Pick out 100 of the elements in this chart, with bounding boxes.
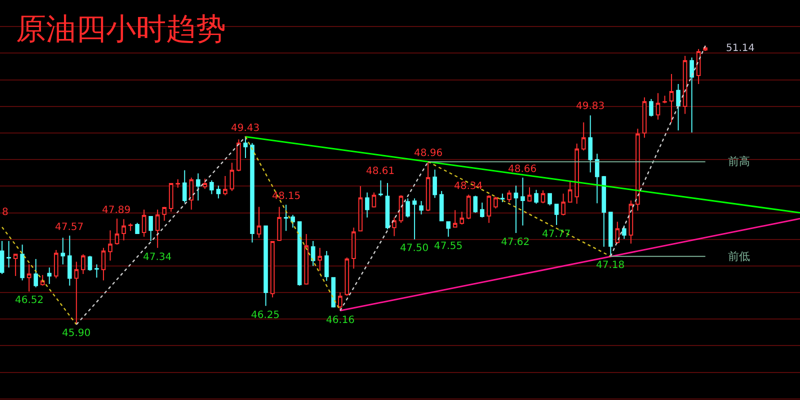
annotation: 47.34 bbox=[143, 252, 172, 263]
candlestick bbox=[358, 186, 363, 232]
candlestick bbox=[250, 142, 254, 244]
candlestick bbox=[439, 190, 444, 222]
candlestick bbox=[574, 143, 579, 204]
candlestick bbox=[494, 196, 498, 210]
candlestick bbox=[690, 56, 694, 133]
candlestick bbox=[94, 264, 99, 278]
candlestick bbox=[13, 254, 18, 277]
candlestick bbox=[114, 218, 120, 246]
candlestick bbox=[6, 240, 11, 268]
candlestick bbox=[101, 247, 106, 281]
candlestick bbox=[446, 220, 451, 238]
ref-line-label: 前低 bbox=[728, 250, 750, 263]
candlestick bbox=[223, 176, 228, 196]
candlestick bbox=[406, 198, 410, 218]
candlestick bbox=[304, 234, 308, 286]
candlestick bbox=[256, 206, 262, 238]
candlestick bbox=[372, 192, 376, 208]
candlestick bbox=[561, 193, 566, 216]
candlestick bbox=[338, 292, 342, 312]
candlestick bbox=[74, 261, 79, 325]
candlestick bbox=[622, 225, 626, 240]
candlestick bbox=[68, 235, 72, 286]
candlestick bbox=[182, 170, 187, 204]
candlestick bbox=[636, 128, 640, 212]
candlestick bbox=[628, 200, 634, 244]
candlestick bbox=[534, 189, 538, 204]
candlestick bbox=[480, 202, 484, 218]
candlestick bbox=[236, 138, 241, 172]
candlestick bbox=[243, 136, 248, 158]
candlestick bbox=[676, 84, 680, 131]
candlestick bbox=[656, 92, 660, 120]
chart-title: 原油四小时趋势 bbox=[16, 13, 226, 46]
candlestick bbox=[642, 96, 647, 138]
candlestick bbox=[108, 230, 112, 262]
candlestick bbox=[412, 198, 417, 240]
annotation: 45.90 bbox=[62, 328, 91, 339]
candlestick bbox=[365, 192, 370, 218]
candlestick bbox=[34, 258, 38, 288]
candlestick bbox=[324, 250, 329, 282]
annotation: 47.77 bbox=[542, 229, 571, 240]
candlestick bbox=[310, 240, 316, 266]
candlestick bbox=[128, 222, 133, 232]
candlestick bbox=[0, 240, 4, 274]
candlestick bbox=[419, 200, 424, 215]
candlestick bbox=[81, 254, 86, 274]
annotation: 46.16 bbox=[326, 315, 355, 326]
candlestick bbox=[608, 211, 613, 257]
candlestick bbox=[290, 214, 295, 228]
candlestick bbox=[216, 185, 221, 199]
candlestick bbox=[189, 177, 194, 210]
candlestick bbox=[277, 206, 282, 242]
candlestick bbox=[460, 211, 464, 225]
candlestick bbox=[344, 256, 350, 296]
annotation: 47.50 bbox=[400, 243, 429, 254]
candlestick bbox=[514, 185, 518, 234]
candlestick bbox=[452, 210, 458, 228]
candlestick bbox=[142, 209, 146, 238]
candlestick bbox=[682, 55, 688, 114]
candlestick bbox=[540, 190, 546, 204]
candlestick bbox=[331, 276, 336, 308]
candlestick bbox=[548, 192, 552, 206]
candlestick bbox=[649, 98, 654, 117]
candlestick bbox=[392, 217, 396, 237]
candlestick bbox=[696, 48, 701, 85]
annotation: 48.66 bbox=[508, 164, 537, 175]
candlestick bbox=[230, 162, 234, 192]
candlestick bbox=[588, 114, 593, 173]
candlestick bbox=[20, 244, 24, 281]
candlestick bbox=[602, 176, 606, 248]
annotation: 46.25 bbox=[251, 310, 280, 321]
candlestick bbox=[486, 194, 492, 224]
candlestick bbox=[385, 182, 390, 230]
candlestick bbox=[352, 227, 356, 270]
candlestick bbox=[196, 172, 200, 202]
candlestick bbox=[202, 178, 208, 190]
candlestick bbox=[210, 180, 214, 195]
annotation: 48.15 bbox=[272, 191, 301, 202]
annotation: 48.34 bbox=[454, 181, 483, 192]
annotation: 8 bbox=[2, 207, 8, 218]
candlestick bbox=[581, 122, 586, 152]
annotation: 49.43 bbox=[231, 123, 260, 134]
annotation: 47.62 bbox=[501, 237, 530, 248]
annotation: 47.55 bbox=[434, 241, 463, 252]
candlestick bbox=[148, 215, 153, 242]
candlestick bbox=[568, 181, 572, 204]
candlestick bbox=[162, 206, 166, 222]
candlestick bbox=[135, 222, 140, 235]
candlestick bbox=[662, 95, 667, 104]
candlestick bbox=[297, 220, 302, 286]
annotation: 47.57 bbox=[55, 222, 84, 233]
candlestick bbox=[284, 204, 288, 232]
candlestick bbox=[264, 225, 268, 306]
candlestick bbox=[615, 221, 620, 244]
candlestick bbox=[527, 186, 532, 202]
candlestick bbox=[176, 178, 180, 188]
candlestick bbox=[554, 203, 559, 226]
candlestick bbox=[168, 182, 174, 212]
candlestick bbox=[26, 264, 32, 292]
